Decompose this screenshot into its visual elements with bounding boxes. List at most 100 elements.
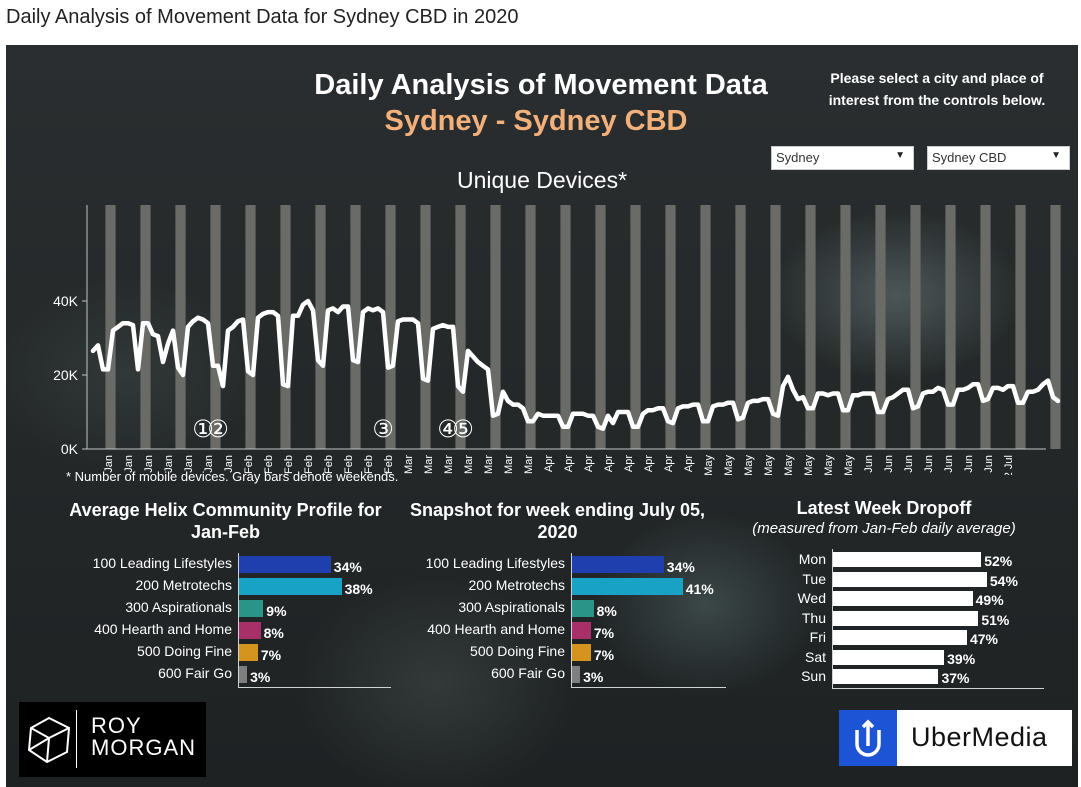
- snapshot-row-label: 200 Metrotechs: [468, 577, 566, 593]
- x-tick-label: 25 Feb: [363, 455, 375, 475]
- weekend-bar: [460, 205, 466, 449]
- bar-axis-line: [238, 553, 239, 687]
- dropoff-row-bar: [833, 610, 979, 626]
- x-tick-label: 13 Feb: [303, 455, 315, 475]
- dropoff-row-value: 39%: [947, 650, 976, 667]
- dropoff-row-label: Sun: [801, 668, 826, 684]
- dropoff-row-label: Tue: [802, 570, 826, 587]
- profile-row: 600 Fair Go 3%: [6, 665, 391, 685]
- profile-row: 500 Doing Fine 7%: [6, 643, 391, 663]
- dropoff-row-bar: [833, 552, 982, 567]
- event-annotation-marker: ③: [372, 415, 394, 443]
- dropoff-row: Tue 54%: [734, 571, 1044, 589]
- roy-morgan-wordmark: ROY MORGAN: [91, 715, 196, 759]
- dropoff-row: Mon 52%: [734, 551, 1044, 569]
- weekend-bar: [560, 205, 566, 449]
- dashboard-title-text: Daily Analysis of Movement Data: [314, 69, 768, 101]
- line-chart-title: Unique Devices*: [6, 167, 1078, 194]
- x-tick-label: 12 Mar: [443, 455, 455, 475]
- x-tick-label: 5 Feb: [263, 455, 275, 475]
- snapshot-row-value: 3%: [583, 669, 604, 685]
- x-tick-label: 24 Jun: [963, 455, 975, 475]
- x-tick-label: 4 Jan: [103, 455, 115, 475]
- ubermedia-wordmark: UberMedia: [911, 722, 1048, 752]
- snapshot-row-label: 100 Leading Lifestyles: [425, 555, 565, 571]
- x-tick-label: 3 May: [703, 455, 715, 475]
- x-tick-label: 27 May: [823, 455, 835, 475]
- weekend-bar: [390, 205, 396, 449]
- weekend-bar: [630, 205, 636, 449]
- y-tick-label: 40K: [53, 293, 79, 309]
- weekend-bar: [250, 205, 256, 449]
- dropoff-row: Fri 47%: [734, 629, 1044, 647]
- dashboard-subtitle: Sydney - Sydney CBD: [384, 105, 688, 137]
- weekend-bar: [600, 205, 606, 449]
- weekend-bar: [700, 205, 706, 449]
- dropoff-row-label: Fri: [809, 629, 826, 645]
- dropoff-row-label: Thu: [801, 609, 826, 626]
- dropoff-row-label: Mon: [798, 551, 826, 567]
- profile-row-bar: [239, 622, 261, 639]
- weekend-bar: [665, 205, 671, 449]
- chart-axes: 0K 20K 40K 4 Jan 8 Jan 12 Jan 16 Jan 20 Jan 24 J…: [53, 205, 1046, 475]
- profile-row-bar: [239, 556, 331, 573]
- x-tick-label: 16 Jun: [923, 455, 935, 475]
- x-tick-label: 31 May: [843, 455, 855, 475]
- dropoff-row-value: 54%: [989, 572, 1018, 589]
- snapshot-row: 500 Doing Fine 7%: [339, 643, 726, 663]
- x-tick-label: 9 Feb: [283, 455, 295, 475]
- event-annotation-marker: ⑤: [452, 415, 474, 443]
- roy-morgan-logo: ROY MORGAN: [19, 702, 206, 777]
- x-tick-label: 20 Mar: [483, 455, 495, 475]
- snapshot-row-value: 41%: [685, 581, 714, 597]
- snapshot-row-bar: [572, 578, 683, 595]
- profile-row-value: 7%: [260, 647, 282, 663]
- snapshot-row: 200 Metrotechs 41%: [339, 577, 726, 597]
- page-title: Daily Analysis of Movement Data for Sydn…: [6, 6, 519, 28]
- x-tick-label: 16 Mar: [463, 455, 475, 475]
- dashboard-title: Daily Analysis of Movement Data: [6, 69, 1066, 102]
- profile-row-bar: [239, 578, 342, 595]
- profile-row-value: 9%: [266, 603, 287, 619]
- profile-row-value: 3%: [250, 669, 271, 685]
- x-tick-label: 17 Feb: [323, 455, 335, 475]
- profile-row-value: 34%: [333, 559, 362, 575]
- x-tick-label: 17 Apr: [623, 455, 635, 475]
- city-dropdown[interactable]: Sydney ▼: [771, 146, 914, 170]
- weekend-bar: [525, 205, 531, 449]
- weekend-bar: [110, 205, 116, 449]
- profile-row: 100 Leading Lifestyles 34%: [6, 555, 391, 575]
- profile-row-label: 200 Metrotechs: [135, 577, 233, 593]
- dropoff-row-label: Sat: [804, 648, 826, 665]
- weekend-bar: [770, 205, 776, 449]
- weekend-bar: [175, 205, 181, 449]
- x-tick-label: 24 Jan: [203, 455, 215, 475]
- dropoff-row-bar: [833, 591, 973, 606]
- place-dropdown[interactable]: Sydney CBD ▼: [927, 146, 1070, 170]
- dropoff-row: Sun 37%: [734, 668, 1044, 686]
- snapshot-row-value: 34%: [666, 559, 695, 575]
- ubermedia-logo: UberMedia: [839, 710, 1072, 766]
- event-annotation-marker: ④: [437, 415, 459, 443]
- dropoff-row-label: Wed: [797, 590, 826, 606]
- dropoff-title: Latest Week Dropoff: [796, 498, 972, 518]
- snapshot-row-bar: [572, 666, 581, 683]
- x-tick-label: 7 May: [723, 455, 735, 475]
- x-tick-label: 4 Mar: [403, 455, 415, 475]
- weekend-bar: [455, 205, 461, 449]
- weekend-bar: [910, 205, 916, 449]
- x-tick-label: 2 Jul: [1003, 455, 1015, 475]
- weekend-bar: [1055, 205, 1061, 449]
- x-tick-label: 11 May: [743, 455, 755, 475]
- profile-row-value: 8%: [263, 625, 284, 641]
- weekend-bar: [945, 205, 951, 449]
- profile-row-label: 300 Aspirationals: [125, 599, 232, 615]
- dropoff-row-value: 52%: [984, 553, 1013, 569]
- roy-morgan-emblem-icon: [27, 716, 71, 764]
- roy-morgan-line1: ROY: [91, 713, 142, 738]
- weekend-bars: [105, 205, 1061, 449]
- roy-morgan-line2: MORGAN: [91, 735, 196, 760]
- weekend-bar: [495, 205, 501, 449]
- jan-feb-profile-title: Average Helix Community Profile for Jan-…: [69, 500, 382, 542]
- profile-row-bar: [239, 644, 258, 661]
